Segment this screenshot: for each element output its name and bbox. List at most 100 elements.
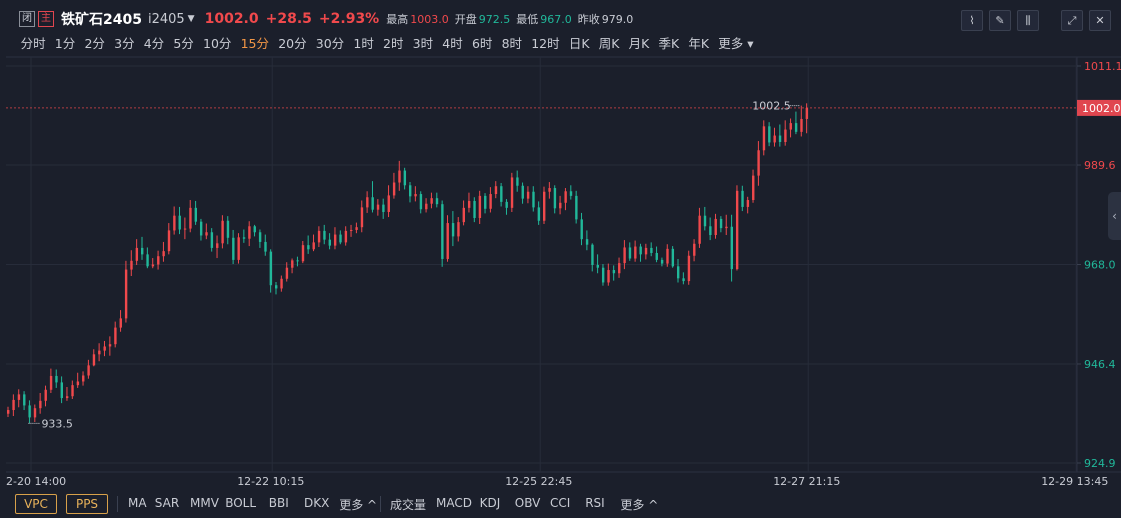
more-indicators-button[interactable]: 更多 ^ xyxy=(620,498,659,512)
candle-body xyxy=(146,254,149,267)
period-tab[interactable]: 2分 xyxy=(84,36,105,51)
indicator-item[interactable]: BBI xyxy=(268,496,289,510)
indicator-item[interactable]: CCI xyxy=(550,496,571,510)
period-tab[interactable]: 更多 ▾ xyxy=(718,36,754,51)
candle-body xyxy=(441,204,444,259)
indicator-item[interactable]: DKX xyxy=(304,496,330,510)
max-price-label: 1002.5 xyxy=(752,100,791,113)
indicator-item[interactable]: OBV xyxy=(514,496,541,510)
instrument-code[interactable]: i2405 xyxy=(147,11,185,27)
candle-body xyxy=(548,188,551,192)
indicator-item[interactable]: MA xyxy=(128,496,147,510)
price-change-pct: +2.93% xyxy=(318,11,380,27)
period-tab[interactable]: 3时 xyxy=(412,36,434,51)
candle-body xyxy=(559,202,562,209)
period-tab[interactable]: 1时 xyxy=(353,36,374,51)
period-tab[interactable]: 4分 xyxy=(143,36,165,51)
candle-body xyxy=(462,207,465,223)
candle-body xyxy=(644,247,648,255)
candle-body xyxy=(355,227,358,230)
candle-body xyxy=(328,239,331,246)
indicator-item[interactable]: MACD xyxy=(436,496,472,510)
period-tab[interactable]: 12时 xyxy=(531,36,560,51)
candle-body xyxy=(435,198,439,205)
period-tab[interactable]: 周K xyxy=(598,36,620,51)
candle-body xyxy=(178,215,181,230)
vpc-button[interactable]: VPC xyxy=(15,494,57,514)
divider xyxy=(117,496,118,512)
close-icon[interactable]: ✕ xyxy=(1089,10,1111,31)
period-tab[interactable]: 1分 xyxy=(54,36,76,51)
candle-body xyxy=(135,247,139,261)
pps-button[interactable]: PPS xyxy=(66,494,108,514)
candle-body xyxy=(741,190,744,207)
period-tab[interactable]: 15分 xyxy=(240,36,269,51)
candle-body xyxy=(205,232,208,236)
period-tab[interactable]: 3分 xyxy=(114,36,135,51)
candle-body xyxy=(601,267,605,283)
period-tab[interactable]: 20分 xyxy=(278,36,307,51)
period-tab[interactable]: 2时 xyxy=(383,36,404,51)
candle-body xyxy=(446,223,449,259)
period-tab[interactable]: 4时 xyxy=(442,36,463,51)
period-tab[interactable]: 10分 xyxy=(203,36,232,51)
candle-body xyxy=(350,229,353,231)
indicator-item[interactable]: KDJ xyxy=(479,496,501,510)
indicator-item[interactable]: BOLL xyxy=(225,496,257,510)
candle-body xyxy=(537,207,541,221)
candle-body xyxy=(130,260,133,270)
y-tick-label: 924.9 xyxy=(1084,457,1116,470)
prev-close-value: 979.0 xyxy=(601,12,634,26)
line-chart-icon[interactable]: ⌇ xyxy=(961,10,983,31)
candle-body xyxy=(194,207,197,222)
candle-body xyxy=(114,327,117,345)
candle-body xyxy=(677,266,680,279)
instrument-dropdown-icon[interactable]: ▼ xyxy=(187,14,195,24)
period-tab[interactable]: 月K xyxy=(628,36,650,51)
candle-body xyxy=(87,365,90,376)
candle-body xyxy=(92,354,96,366)
min-price-label: 933.5 xyxy=(41,417,73,430)
candle-body xyxy=(425,203,428,210)
candle-body xyxy=(403,170,407,186)
divider xyxy=(380,496,381,512)
candle-body xyxy=(478,195,482,218)
candle-body xyxy=(768,126,771,143)
candle-body xyxy=(419,194,423,210)
period-tab[interactable]: 季K xyxy=(658,36,680,51)
side-panel-toggle-icon[interactable]: ‹ xyxy=(1108,192,1121,240)
candlestick-icon[interactable]: ⫼ xyxy=(1017,10,1039,31)
candle-body xyxy=(157,256,160,265)
candle-body xyxy=(510,177,514,208)
candle-body xyxy=(253,226,256,233)
indicator-item[interactable]: MMV xyxy=(190,496,219,510)
candle-body xyxy=(248,226,251,239)
candlestick-chart[interactable]: 1011.1 989.6 968.0 946.4 924.9 2-20 14:00 12-2… xyxy=(0,0,1121,490)
candle-body xyxy=(33,408,37,418)
candle-body xyxy=(398,170,401,183)
period-tab[interactable]: 30分 xyxy=(315,36,345,51)
period-tab[interactable]: 分时 xyxy=(20,36,46,51)
candle-body xyxy=(65,396,69,399)
candle-body xyxy=(730,226,733,270)
draw-pen-icon[interactable]: ✎ xyxy=(989,10,1011,31)
candle-body xyxy=(773,135,776,143)
candle-body xyxy=(564,191,567,203)
expand-icon[interactable]: ⤢ xyxy=(1061,10,1083,31)
instrument-name[interactable]: 铁矿石2405 xyxy=(61,12,142,28)
candle-body xyxy=(414,194,417,197)
main-contract-badge: 主 xyxy=(38,11,54,27)
y-tick-label: 989.6 xyxy=(1084,159,1116,172)
candle-body xyxy=(382,204,385,212)
more-indicators-button[interactable]: 更多 ^ xyxy=(339,498,378,512)
period-tab[interactable]: 6时 xyxy=(471,36,493,51)
period-tab[interactable]: 5分 xyxy=(173,36,194,51)
high-value: 1003.0 xyxy=(410,12,449,26)
period-tab[interactable]: 年K xyxy=(688,36,710,51)
indicator-item[interactable]: RSI xyxy=(585,496,605,510)
period-tab[interactable]: 8时 xyxy=(501,36,523,51)
indicator-item[interactable]: 成交量 xyxy=(390,498,427,512)
period-tab[interactable]: 日K xyxy=(568,36,590,51)
candle-body xyxy=(280,278,283,289)
indicator-item[interactable]: SAR xyxy=(154,496,180,510)
